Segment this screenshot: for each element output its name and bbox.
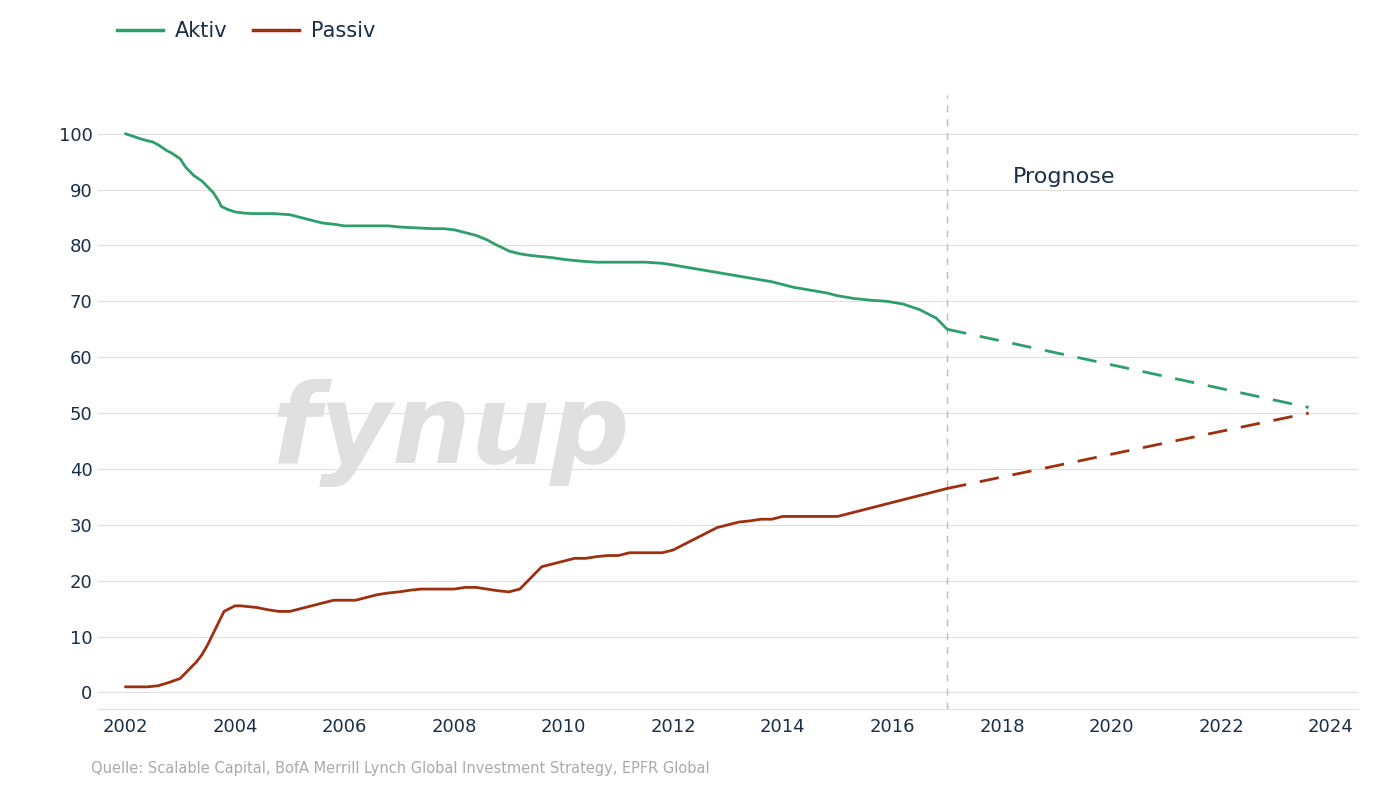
Text: Prognose: Prognose [1012, 167, 1116, 188]
Text: Quelle: Scalable Capital, BofA Merrill Lynch Global Investment Strategy, EPFR Gl: Quelle: Scalable Capital, BofA Merrill L… [91, 761, 710, 776]
Legend: Aktiv, Passiv: Aktiv, Passiv [108, 13, 384, 50]
Text: fynup: fynup [272, 378, 630, 487]
